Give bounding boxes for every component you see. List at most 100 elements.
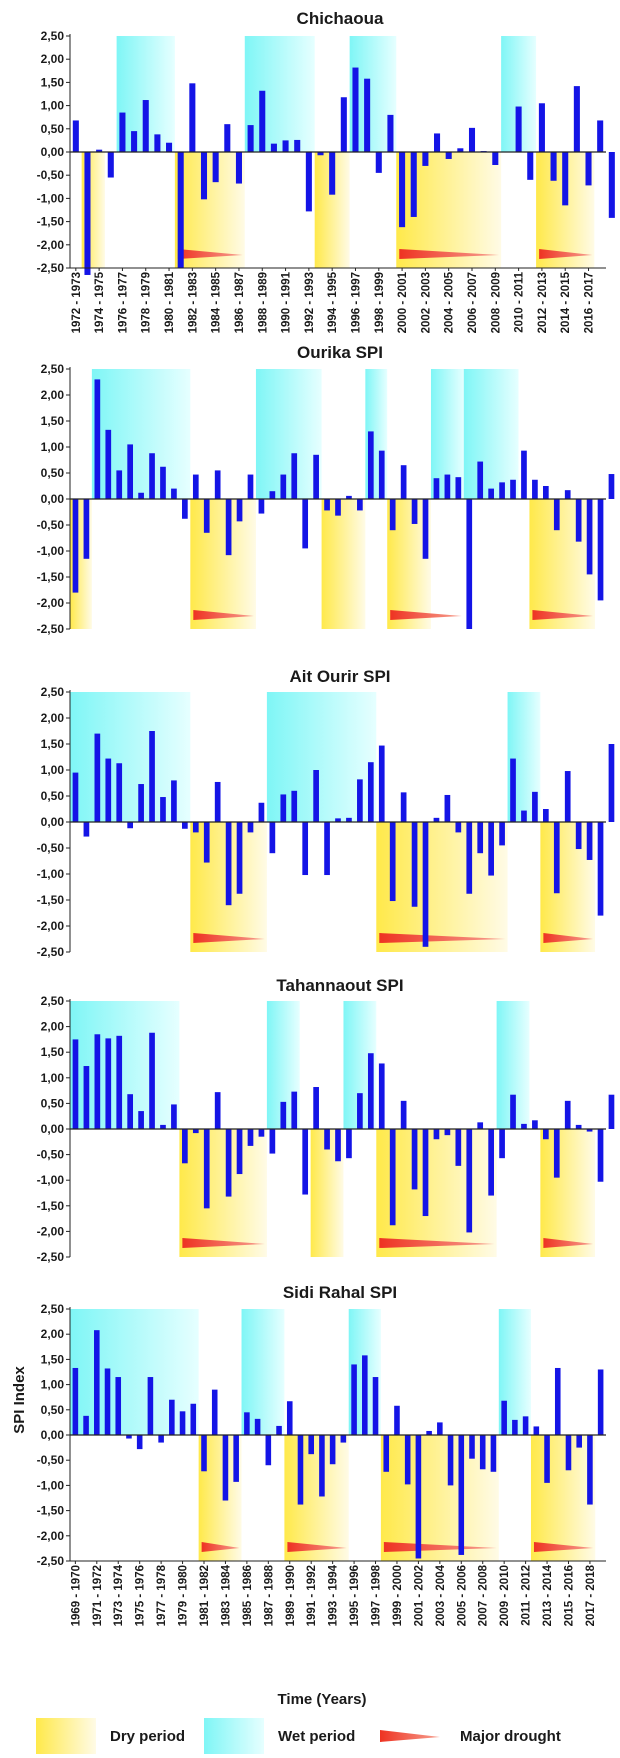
spi-bar <box>84 152 91 275</box>
y-axis-label: SPI Index <box>11 1366 28 1434</box>
spi-bar <box>433 478 440 499</box>
x-tick-label: 1974 - 1975 <box>94 271 106 333</box>
spi-bar <box>222 1435 229 1501</box>
y-tick-label: 2,00 <box>41 52 65 66</box>
spi-bar <box>116 763 123 822</box>
y-tick-label: 0,50 <box>41 122 65 136</box>
spi-bar <box>447 1435 454 1486</box>
spi-bar <box>72 1367 79 1435</box>
x-tick-label: 2001 - 2002 <box>413 1565 425 1626</box>
spi-bar <box>597 1129 604 1182</box>
spi-bar <box>340 1435 347 1443</box>
spi-bar <box>83 822 90 837</box>
y-tick-label: 2,50 <box>41 994 65 1008</box>
spi-bar <box>515 106 522 152</box>
y-tick-label: -1,00 <box>37 1173 65 1187</box>
spi-bar <box>182 1129 188 1164</box>
major-drought-marker <box>532 610 594 620</box>
spi-bar <box>468 127 476 152</box>
spi-bar <box>544 1435 550 1483</box>
spi-bar <box>214 1092 221 1129</box>
spi-bar <box>192 474 199 499</box>
spi-bar <box>573 86 580 152</box>
spi-bar <box>585 152 592 186</box>
spi-bar <box>297 1435 304 1505</box>
spi-bar <box>203 1129 210 1209</box>
spi-bar <box>214 470 221 499</box>
x-tick-label: 1976 - 1977 <box>117 272 129 333</box>
spi-bar <box>169 1399 175 1435</box>
spi-bar <box>94 1330 100 1435</box>
spi-bar <box>553 822 560 894</box>
spi-bar <box>351 1364 357 1435</box>
spi-bar <box>233 1435 239 1482</box>
spi-bar <box>291 1091 298 1129</box>
spi-bar <box>411 499 418 524</box>
y-tick-label: -2,00 <box>37 919 65 933</box>
spi-bar <box>455 477 462 499</box>
spi-bar <box>346 495 352 499</box>
y-tick-label: 1,00 <box>41 99 65 113</box>
y-tick-label: 1,50 <box>41 1045 65 1059</box>
y-tick-label: 2,00 <box>41 1327 65 1341</box>
spi-bar <box>542 809 549 822</box>
y-tick-label: -0,50 <box>37 841 65 855</box>
spi-bar <box>510 1094 516 1129</box>
spi-bar <box>608 744 615 822</box>
spi-bar <box>542 1129 549 1140</box>
x-tick-label: 1969 - 1970 <box>70 1565 82 1626</box>
wet-period-band <box>463 369 519 499</box>
spi-bar <box>433 817 440 822</box>
major-drought-marker <box>543 933 594 943</box>
x-tick-label: 1991 - 1992 <box>306 1565 318 1626</box>
x-tick-label: 1992 - 1993 <box>304 272 316 333</box>
spi-bar <box>597 120 604 152</box>
y-tick-label: 2,50 <box>41 29 65 43</box>
x-tick-label: 2012 - 2013 <box>537 272 549 333</box>
spi-bar <box>214 781 221 822</box>
x-tick-label: 1972 - 1973 <box>71 272 83 333</box>
dry-period-band <box>540 1129 596 1257</box>
spi-bar <box>104 1368 111 1435</box>
x-tick-label: 1995 - 1996 <box>349 1565 361 1626</box>
spi-bar <box>211 1389 218 1435</box>
spi-bar <box>608 152 615 218</box>
spi-bar <box>308 1435 314 1455</box>
x-tick-label: 2008 - 2009 <box>490 272 502 333</box>
spi-bar <box>171 1104 177 1129</box>
spi-bar <box>488 822 494 876</box>
spi-bar <box>276 1425 282 1435</box>
spi-bar <box>96 149 103 152</box>
y-tick-label: 1,50 <box>41 737 65 751</box>
spi-bar <box>357 499 363 511</box>
major-drought-marker <box>177 249 243 259</box>
spi-bar <box>236 822 243 894</box>
spi-bar <box>200 152 208 200</box>
spi-bar <box>364 78 371 152</box>
spi-bar <box>346 817 352 822</box>
spi-bar <box>410 152 417 217</box>
dry-period-band <box>529 499 596 629</box>
major-drought-marker <box>383 1542 497 1552</box>
spi-bar <box>224 124 231 152</box>
spi-bar <box>455 822 462 833</box>
x-tick-label: 1990 - 1991 <box>281 271 293 333</box>
y-tick-label: -2,00 <box>37 238 65 252</box>
spi-bar <box>597 1369 604 1435</box>
spi-bar <box>422 152 429 166</box>
x-tick-label: 2010 - 2011 <box>514 271 526 332</box>
spi-bar <box>400 1100 407 1129</box>
dry-period-band <box>380 1435 499 1561</box>
spi-bar <box>437 1422 443 1435</box>
spi-bar <box>317 152 324 156</box>
spi-bar <box>367 431 374 499</box>
spi-bar <box>394 1405 400 1435</box>
spi-bar <box>357 779 363 822</box>
spi-bar <box>158 1435 164 1443</box>
spi-bar <box>367 762 374 822</box>
spi-bar <box>378 1063 385 1129</box>
spi-bar <box>94 733 101 822</box>
x-tick-label: 1997 - 1998 <box>371 1564 383 1626</box>
y-tick-label: 0,00 <box>41 492 65 506</box>
spi-bar <box>455 1129 462 1166</box>
